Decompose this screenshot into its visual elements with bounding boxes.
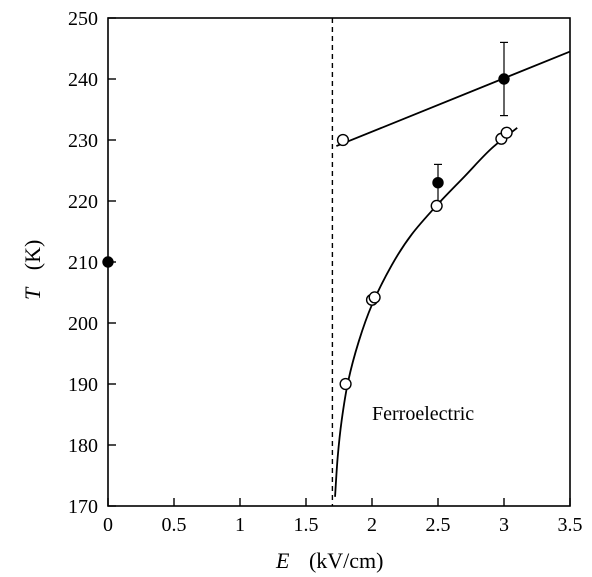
y-ticks: 170 180 190 200 210 220 230 240 250: [68, 8, 116, 518]
y-axis-title: T (K): [20, 240, 45, 300]
y-tick-label: 180: [68, 435, 98, 457]
y-axis-symbol: T: [20, 286, 45, 300]
x-tick-label: 3.5: [558, 514, 583, 536]
x-tick-label: 0.5: [162, 514, 187, 536]
x-axis-unit: (kV/cm): [309, 548, 384, 573]
open-data-point: [336, 133, 350, 147]
x-axis-symbol: E: [275, 548, 290, 573]
y-tick-label: 230: [68, 130, 98, 152]
y-tick-label: 240: [68, 69, 98, 91]
open-data-point: [368, 291, 381, 304]
error-bars: [434, 41, 508, 202]
y-tick-label: 170: [68, 496, 98, 518]
x-tick-label: 1.5: [294, 514, 319, 536]
filled-data-point: [432, 177, 444, 189]
y-axis-unit: (K): [20, 240, 45, 271]
data-points: [102, 73, 513, 391]
plot-area: 0 0.5 1 1.5 2 2.5 3 3.5 170 180 190 200 210 220 230 24…: [68, 8, 583, 536]
open-data-point: [339, 377, 352, 391]
y-tick-label: 200: [68, 313, 98, 335]
x-axis-title: E (kV/cm): [275, 548, 383, 573]
y-tick-label: 190: [68, 374, 98, 396]
ferroelectric-annotation: Ferroelectric: [372, 403, 474, 425]
x-tick-label: 2: [367, 514, 377, 536]
plot-frame: [107, 17, 571, 507]
open-data-point: [500, 126, 513, 139]
x-tick-label: 0: [103, 514, 113, 536]
filled-data-point: [498, 73, 510, 85]
fit-curve: [334, 127, 518, 497]
y-tick-label: 210: [68, 252, 98, 274]
fit-lines: [334, 50, 571, 497]
y-tick-label: 250: [68, 8, 98, 30]
x-ticks: 0 0.5 1 1.5 2 2.5 3 3.5: [103, 498, 583, 536]
y-tick-label: 220: [68, 191, 98, 213]
fit-line: [336, 50, 571, 147]
x-tick-label: 3: [499, 514, 509, 536]
x-tick-label: 2.5: [426, 514, 451, 536]
open-data-point: [430, 199, 443, 212]
x-tick-label: 1: [235, 514, 245, 536]
